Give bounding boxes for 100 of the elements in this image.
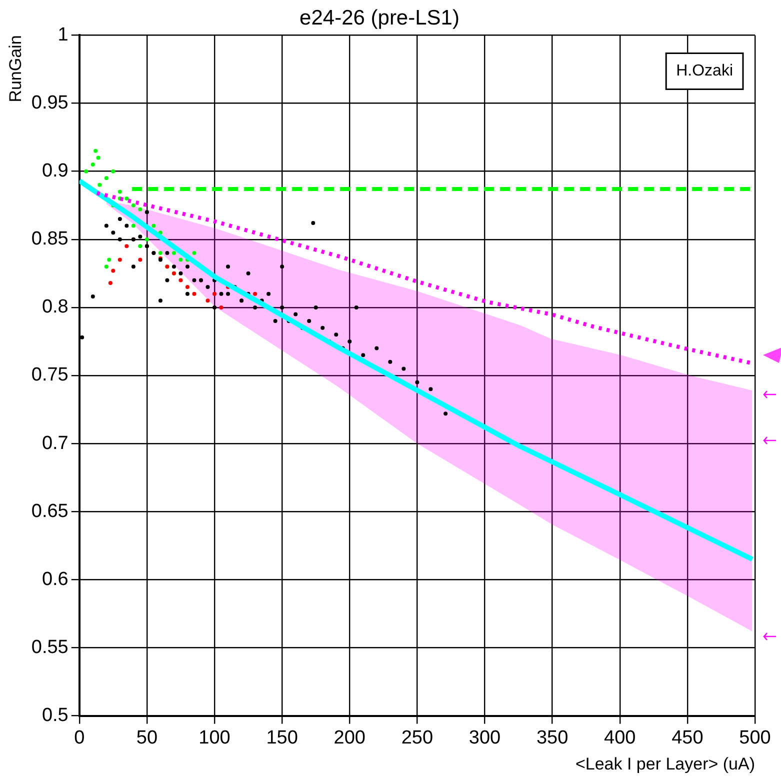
x-tick-label: 100 <box>198 727 230 748</box>
point <box>111 230 116 235</box>
x-tick-label: 500 <box>739 727 771 748</box>
point <box>185 264 190 269</box>
point <box>138 234 142 239</box>
chart-title: e24-26 (pre-LS1) <box>300 6 460 30</box>
point <box>192 292 196 296</box>
y-tick-label: 0.75 <box>31 364 68 386</box>
point <box>98 182 102 187</box>
point <box>178 271 183 276</box>
point <box>96 156 100 160</box>
x-tick-label: 450 <box>672 727 704 748</box>
x-tick-label: 250 <box>401 727 434 748</box>
point <box>107 258 112 262</box>
point <box>138 258 142 262</box>
point <box>165 250 170 255</box>
point <box>124 244 129 248</box>
x-tick-label: 0 <box>74 727 85 748</box>
point <box>212 305 217 310</box>
x-tick-label: 400 <box>604 727 636 748</box>
point <box>178 258 183 262</box>
point <box>226 264 230 269</box>
point <box>118 237 122 242</box>
point <box>307 319 312 324</box>
x-tick-label: 200 <box>334 727 366 748</box>
point <box>226 292 230 296</box>
x-axis-title: <Leak I per Layer> (uA) <box>575 754 755 774</box>
y-tick-label: 0.85 <box>31 228 68 250</box>
point <box>253 292 258 296</box>
y-tick-label: 0.8 <box>42 296 68 318</box>
point <box>80 335 84 340</box>
point <box>104 224 108 228</box>
point <box>90 294 95 299</box>
point <box>280 305 284 310</box>
point <box>348 339 352 344</box>
point <box>108 280 112 285</box>
y-tick-label: 0.55 <box>31 636 68 658</box>
point <box>111 268 116 273</box>
point <box>428 387 433 392</box>
point <box>138 207 142 212</box>
point <box>178 278 183 282</box>
point <box>192 250 196 255</box>
point <box>206 285 210 290</box>
point <box>294 312 298 316</box>
y-tick-label: 0.9 <box>42 160 68 182</box>
point <box>354 305 358 310</box>
point <box>361 353 366 358</box>
point <box>144 237 149 242</box>
point <box>311 221 316 226</box>
point <box>314 305 318 310</box>
x-tick-label: 50 <box>136 727 158 748</box>
y-tick-label: 0.95 <box>31 92 68 114</box>
point <box>374 346 379 350</box>
point <box>334 332 338 337</box>
point <box>219 292 224 296</box>
point <box>90 162 95 167</box>
point <box>124 224 129 228</box>
point <box>152 224 156 228</box>
point <box>118 258 122 262</box>
point <box>172 250 176 255</box>
point <box>94 148 98 153</box>
point <box>273 319 278 324</box>
point <box>158 250 162 255</box>
point <box>246 271 250 276</box>
point <box>138 244 142 248</box>
point <box>172 264 176 269</box>
point <box>111 169 116 174</box>
point <box>266 292 271 296</box>
point <box>280 264 284 269</box>
point <box>219 305 224 310</box>
point <box>444 412 448 416</box>
point <box>104 264 108 269</box>
x-tick-label: 300 <box>468 727 501 748</box>
point <box>131 203 136 208</box>
point <box>118 216 122 221</box>
point <box>192 278 196 282</box>
point <box>402 366 406 371</box>
y-axis-title: RunGain <box>6 35 25 102</box>
point <box>388 360 392 364</box>
point <box>320 326 325 330</box>
x-tick-label: 350 <box>536 727 568 748</box>
point <box>131 264 136 269</box>
y-tick-label: 0.65 <box>31 500 68 522</box>
point <box>165 278 170 282</box>
y-tick-label: 1 <box>58 24 68 46</box>
point <box>212 292 217 296</box>
point <box>158 298 162 303</box>
point <box>84 169 88 174</box>
point <box>253 305 258 310</box>
x-tick-label: 150 <box>266 727 298 748</box>
point <box>118 190 122 194</box>
y-tick-label: 0.7 <box>42 432 68 454</box>
y-tick-label: 0.6 <box>42 568 68 590</box>
point <box>185 285 190 290</box>
point <box>131 224 136 228</box>
annotation: H.Ozaki <box>676 62 734 80</box>
point <box>415 380 420 384</box>
point <box>104 176 108 180</box>
point <box>206 298 210 303</box>
y-tick-label: 0.5 <box>42 705 68 726</box>
